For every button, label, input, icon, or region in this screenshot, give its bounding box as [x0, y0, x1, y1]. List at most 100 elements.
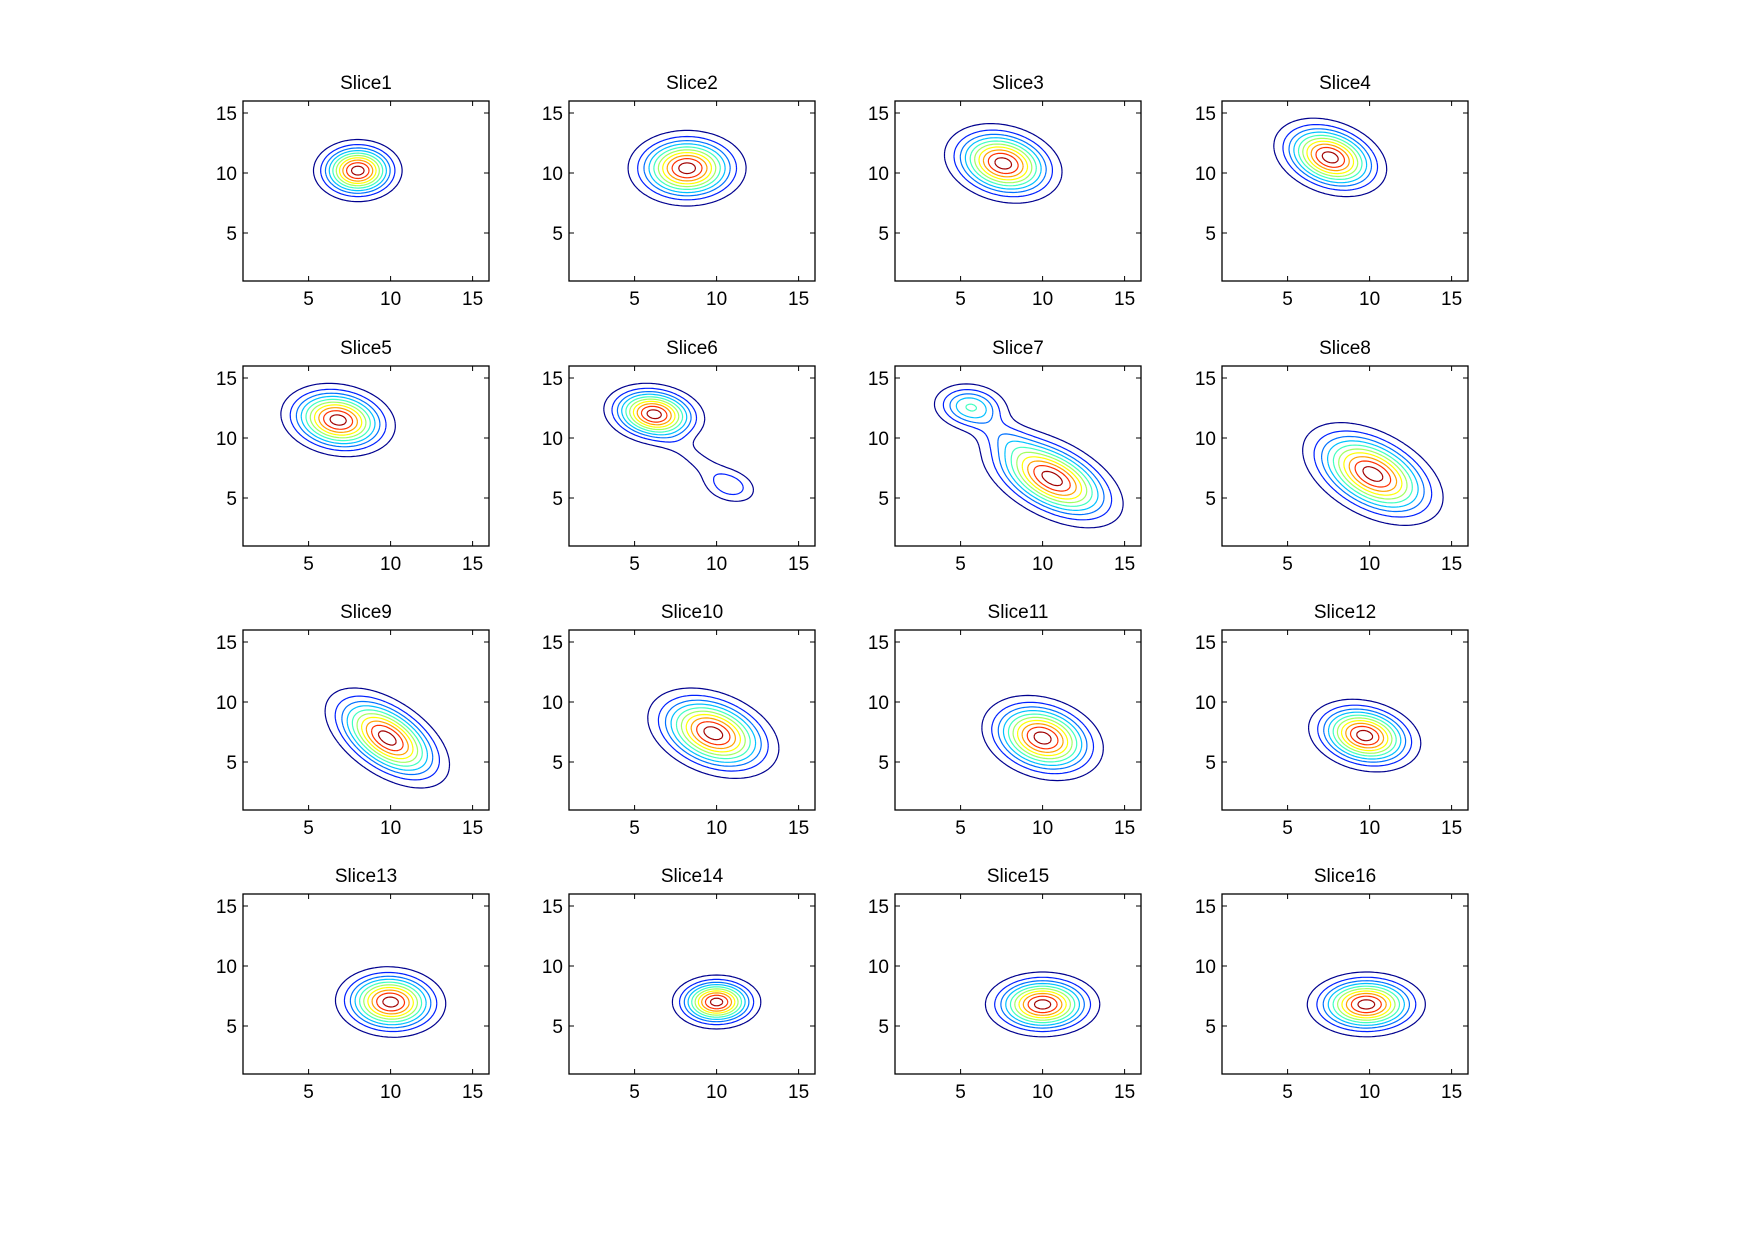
- contour-level-8: [371, 989, 410, 1015]
- axes-box: [568, 629, 816, 811]
- axes-box: [568, 100, 816, 282]
- contour-level-10: [350, 165, 365, 176]
- contour-level-1: [334, 966, 447, 1038]
- x-tick-label: 15: [1114, 289, 1135, 310]
- axes-box: [1221, 629, 1469, 811]
- subplot-title: Slice2: [666, 73, 718, 94]
- contour-level-4: [955, 397, 1099, 511]
- contour-level-4: [621, 393, 688, 436]
- subplot-title: Slice10: [661, 602, 723, 623]
- contour-level-6: [657, 149, 717, 188]
- subplot-16: Slice16 5 10 15 5 10 15: [1195, 866, 1469, 1103]
- contour-level-9: [1349, 725, 1380, 746]
- contour-level-5: [969, 140, 1037, 187]
- contour-level-3: [643, 140, 731, 197]
- subplot-8: Slice8 5 10 15 5 10 15: [1195, 338, 1469, 575]
- contour-level-1: [603, 382, 754, 502]
- x-tick-label: 10: [380, 289, 401, 310]
- y-tick-label: 15: [1195, 897, 1216, 918]
- subplot-6: Slice6 5 10 15 5 10 15: [542, 338, 816, 575]
- x-tick-label: 10: [1359, 554, 1380, 575]
- contour-level-5: [359, 981, 423, 1023]
- contour-level-7: [1343, 452, 1403, 496]
- contour-level-10: [1033, 999, 1052, 1010]
- x-tick-label: 5: [955, 1082, 966, 1103]
- contour-level-3: [1322, 980, 1410, 1029]
- contour-level-8: [1310, 143, 1350, 172]
- contour-level-4: [964, 137, 1042, 190]
- contour-level-9: [1033, 465, 1071, 492]
- subplot-7: Slice7 5 10 15 5 10 15: [868, 338, 1142, 575]
- contour-level-1: [671, 974, 762, 1030]
- y-tick-label: 10: [216, 957, 237, 978]
- x-tick-label: 10: [1032, 1082, 1053, 1103]
- subplot-title: Slice8: [1319, 338, 1371, 359]
- contour-level-10: [678, 162, 696, 175]
- contour-level-8: [666, 154, 708, 182]
- subplot-title: Slice13: [335, 866, 397, 887]
- contour-level-2: [994, 976, 1092, 1033]
- axes-box: [894, 365, 1142, 547]
- contour-level-6: [1336, 717, 1393, 754]
- x-tick-label: 5: [955, 289, 966, 310]
- subplot-title: Slice11: [988, 602, 1049, 623]
- y-tick-label: 5: [226, 224, 237, 245]
- contour-level-9: [987, 152, 1019, 175]
- x-tick-label: 10: [380, 818, 401, 839]
- contour-level-2: [953, 129, 1053, 198]
- subplot-15: Slice15 5 10 15 5 10 15: [868, 866, 1142, 1103]
- y-tick-label: 15: [1195, 104, 1216, 125]
- x-tick-label: 10: [1032, 554, 1053, 575]
- subplot-title: Slice16: [1314, 866, 1376, 887]
- contour-level-9: [696, 721, 731, 746]
- contour-level-2: [320, 144, 396, 198]
- contour-level-3: [997, 706, 1088, 770]
- contour-level-5: [1297, 134, 1363, 180]
- contour-level-6: [680, 710, 746, 756]
- contour-level-3: [341, 700, 434, 776]
- x-tick-label: 5: [955, 554, 966, 575]
- contour-level-3: [1323, 708, 1407, 763]
- x-tick-label: 15: [462, 554, 483, 575]
- x-tick-label: 5: [1282, 289, 1293, 310]
- contour-level-9: [640, 405, 668, 423]
- contour-level-6: [1014, 988, 1071, 1021]
- contour-level-6: [356, 713, 419, 763]
- contour-level-10: [994, 157, 1013, 170]
- contour-level-1: [943, 123, 1063, 204]
- y-tick-label: 5: [226, 1017, 237, 1038]
- y-tick-label: 15: [542, 104, 563, 125]
- subplot-11: Slice11 5 10 15 5 10 15: [868, 602, 1142, 839]
- axes-box: [242, 365, 490, 547]
- contour-level-6: [363, 984, 418, 1020]
- x-tick-label: 10: [1032, 818, 1053, 839]
- x-tick-label: 5: [629, 818, 640, 839]
- y-tick-label: 10: [216, 693, 237, 714]
- y-tick-label: 15: [1195, 369, 1216, 390]
- y-tick-label: 15: [216, 897, 237, 918]
- contour-level-3: [324, 147, 391, 194]
- contour-level-3: [949, 393, 1105, 516]
- y-tick-label: 5: [552, 753, 563, 774]
- x-tick-label: 5: [1282, 818, 1293, 839]
- contour-level-4: [1293, 131, 1368, 184]
- contour-level-9: [346, 162, 370, 180]
- x-tick-label: 5: [629, 1082, 640, 1103]
- subplot-title: Slice15: [987, 866, 1049, 887]
- y-tick-label: 5: [878, 489, 889, 510]
- contour-level-9: [704, 994, 729, 1010]
- x-tick-label: 15: [462, 818, 483, 839]
- subplot-14: Slice14 5 10 15 5 10 15: [542, 866, 816, 1103]
- contour-level-8: [1348, 456, 1398, 492]
- y-tick-label: 5: [878, 753, 889, 774]
- contour-level-8: [690, 717, 736, 750]
- contour-level-9: [1026, 726, 1059, 750]
- subplot-title: Slice7: [992, 338, 1044, 359]
- y-tick-label: 10: [868, 429, 889, 450]
- contour-level-2: [1313, 430, 1433, 518]
- contour-level-8: [701, 992, 733, 1012]
- subplot-title: Slice9: [340, 602, 392, 623]
- contour-level-1: [312, 138, 403, 203]
- contour-level-9: [323, 410, 354, 430]
- contour-level-2: [657, 694, 769, 772]
